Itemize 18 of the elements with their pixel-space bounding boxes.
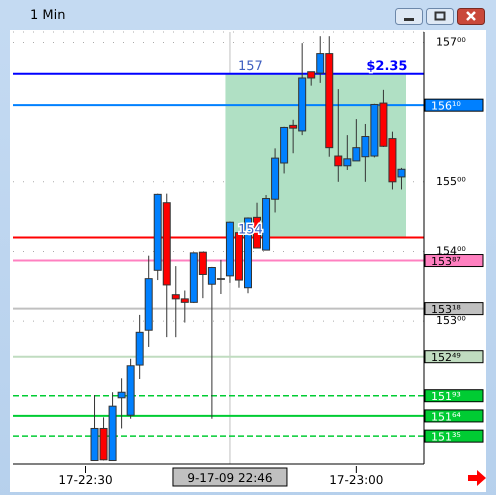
y-tick-label: 157⁰⁰ <box>436 35 466 48</box>
x-tick-label: 17-23:00 <box>329 473 384 487</box>
ref-line-label: 156¹⁰ <box>431 100 462 113</box>
y-tick-label: 155⁰⁰ <box>436 174 466 188</box>
annotation: $2.35 <box>366 58 408 74</box>
ref-line-label: 151⁶⁴ <box>431 410 462 424</box>
annotation: 154 <box>238 222 263 238</box>
ref-line-label: 153¹⁸ <box>431 303 462 316</box>
x-tick-label: 17-22:30 <box>58 473 113 487</box>
x-tick-label: 9-17-09 22:46 <box>187 471 273 485</box>
y-tick-label: 153⁰⁰ <box>436 314 466 328</box>
ref-line-label: 153⁸⁷ <box>431 255 461 268</box>
y-tick-label: 154⁰⁰ <box>436 244 466 258</box>
ref-line-label: 152⁴⁹ <box>431 351 461 364</box>
chart-title: 1 Min <box>30 8 66 23</box>
annotation: 157 <box>238 58 263 74</box>
ref-line-label: 151⁹³ <box>431 390 461 404</box>
ref-line-label: 151³⁵ <box>431 430 461 444</box>
